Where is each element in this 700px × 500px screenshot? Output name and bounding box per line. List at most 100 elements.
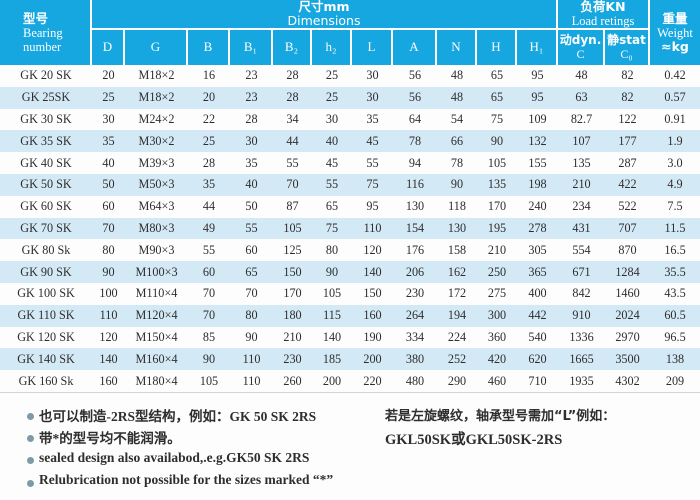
value-cell: 56 bbox=[408, 90, 422, 105]
value-cell: 30 bbox=[325, 111, 339, 126]
value-cell: 360 bbox=[487, 329, 507, 344]
value-cell: 1935 bbox=[569, 373, 594, 388]
value-cell: 140 bbox=[363, 264, 382, 279]
value-cell: 107 bbox=[572, 133, 591, 148]
value-cell: 522 bbox=[618, 199, 637, 214]
value-cell: 120 bbox=[99, 329, 118, 344]
value-cell: M160×4 bbox=[135, 351, 178, 366]
value-cell: 11.5 bbox=[664, 220, 686, 235]
value-cell: 70 bbox=[202, 286, 216, 301]
bearing-number-cell: GK 20 SK bbox=[20, 68, 72, 83]
value-cell: 420 bbox=[487, 351, 507, 366]
value-cell: 90 bbox=[102, 264, 115, 279]
value-cell: 20 bbox=[102, 68, 115, 83]
value-cell: 16 bbox=[202, 68, 216, 83]
value-cell: 40 bbox=[245, 177, 258, 192]
value-cell: 48 bbox=[450, 90, 464, 105]
value-cell: 65 bbox=[490, 68, 504, 83]
value-cell: 300 bbox=[487, 308, 507, 323]
value-cell: 28 bbox=[286, 68, 299, 83]
value-cell: 154 bbox=[405, 220, 425, 235]
footnotes-right-column: 若是左旋螺纹，轴承型号需加“L”例如： GKL50SK或GKL50SK-2RS bbox=[385, 399, 700, 495]
value-cell: 105 bbox=[322, 286, 342, 301]
table-row: GK 50 SK 50 M50×3 35 40 70 55 75 116 90 135 198 210 4… bbox=[0, 173, 700, 196]
bullet-icon bbox=[27, 479, 34, 487]
value-cell: 50 bbox=[102, 177, 115, 192]
value-cell: 305 bbox=[528, 242, 547, 257]
bearing-number-cell: GK 30 SK bbox=[20, 111, 72, 126]
value-cell: 30 bbox=[245, 133, 258, 148]
value-cell: 35 bbox=[202, 177, 216, 192]
value-cell: 132 bbox=[528, 133, 547, 148]
load-subheader-line2: C bbox=[576, 46, 585, 61]
value-cell: M39×3 bbox=[138, 155, 175, 170]
value-cell: 35 bbox=[102, 133, 115, 148]
bearing-header-en2: number bbox=[23, 39, 62, 54]
value-cell: 60 bbox=[102, 199, 115, 214]
bearing-number-cell: GK 90 SK bbox=[20, 264, 72, 279]
bearing-number-cell: GK 110 SK bbox=[17, 308, 75, 323]
value-cell: 60 bbox=[245, 242, 258, 257]
column-header-b: B bbox=[188, 30, 230, 65]
value-cell: 160 bbox=[363, 308, 382, 323]
value-cell: 220 bbox=[363, 373, 382, 388]
left-hand-thread-note-example: GKL50SK或GKL50SK-2RS bbox=[385, 432, 563, 448]
value-cell: 155 bbox=[528, 155, 547, 170]
note-text: 也可以制造-2RS型结构，例如：GK 50 SK 2RS bbox=[39, 409, 317, 424]
value-cell: M18×2 bbox=[138, 90, 175, 105]
value-cell: 49 bbox=[202, 220, 216, 235]
table-body: GK 20 SK 20 M18×2 16 23 28 25 30 56 48 65 95 48 82 0.4… bbox=[0, 65, 700, 393]
value-cell: 25 bbox=[325, 90, 339, 105]
value-cell: 460 bbox=[487, 373, 507, 388]
value-cell: 55 bbox=[286, 155, 299, 170]
value-cell: 118 bbox=[448, 199, 466, 214]
column-header-a: A bbox=[393, 30, 437, 65]
value-cell: 0.57 bbox=[664, 90, 686, 105]
value-cell: 45 bbox=[366, 133, 379, 148]
value-cell: 82 bbox=[621, 68, 634, 83]
value-cell: 150 bbox=[363, 286, 382, 301]
value-cell: 209 bbox=[665, 373, 685, 388]
value-cell: 28 bbox=[202, 155, 216, 170]
column-header-dynamic-c: 动dyn. C bbox=[558, 30, 605, 65]
column-header-b: B₂ bbox=[273, 30, 312, 65]
bullet-icon bbox=[27, 457, 34, 465]
value-cell: 150 bbox=[283, 264, 302, 279]
dimensions-header-zh: 尺寸mm bbox=[298, 0, 350, 14]
load-subheader-line1: 静stat bbox=[607, 33, 646, 48]
column-header-h: h₂ bbox=[312, 30, 352, 65]
value-cell: 620 bbox=[528, 351, 547, 366]
value-cell: 135 bbox=[487, 177, 507, 192]
value-cell: 122 bbox=[618, 111, 637, 126]
value-cell: 110 bbox=[242, 373, 261, 388]
value-cell: 130 bbox=[405, 199, 425, 214]
value-cell: 70 bbox=[102, 220, 115, 235]
column-header-d: D bbox=[92, 30, 125, 65]
table-row: GK 60 SK 60 M64×3 44 50 87 65 95 130 118 170 240 234… bbox=[0, 196, 700, 218]
value-cell: 22 bbox=[202, 111, 216, 126]
load-subheader-line1: 动dyn. bbox=[559, 33, 602, 48]
value-cell: 78 bbox=[408, 133, 422, 148]
value-cell: 28 bbox=[286, 90, 299, 105]
value-cell: M150×4 bbox=[135, 329, 178, 344]
column-header-g: G bbox=[125, 30, 188, 65]
value-cell: 75 bbox=[366, 177, 379, 192]
value-cell: 105 bbox=[487, 155, 507, 170]
value-cell: 290 bbox=[447, 373, 467, 388]
value-cell: 40 bbox=[102, 155, 115, 170]
bearing-number-cell: GK 40 SK bbox=[20, 155, 72, 170]
value-cell: 138 bbox=[665, 351, 685, 366]
column-header-n: N bbox=[437, 30, 477, 65]
footnotes-left-column: 也可以制造-2RS型结构，例如：GK 50 SK 2RS 带*的型号均不能润滑。 s… bbox=[0, 399, 385, 495]
value-cell: 260 bbox=[283, 373, 302, 388]
value-cell: 210 bbox=[487, 242, 507, 257]
value-cell: 95 bbox=[531, 68, 544, 83]
value-cell: 25 bbox=[202, 133, 216, 148]
value-cell: 100 bbox=[99, 286, 118, 301]
value-cell: 30 bbox=[366, 90, 379, 105]
value-cell: 48 bbox=[575, 68, 588, 83]
value-cell: 90 bbox=[325, 264, 339, 279]
value-cell: 3500 bbox=[615, 351, 640, 366]
value-cell: 16.5 bbox=[664, 242, 686, 257]
value-cell: 334 bbox=[405, 329, 425, 344]
